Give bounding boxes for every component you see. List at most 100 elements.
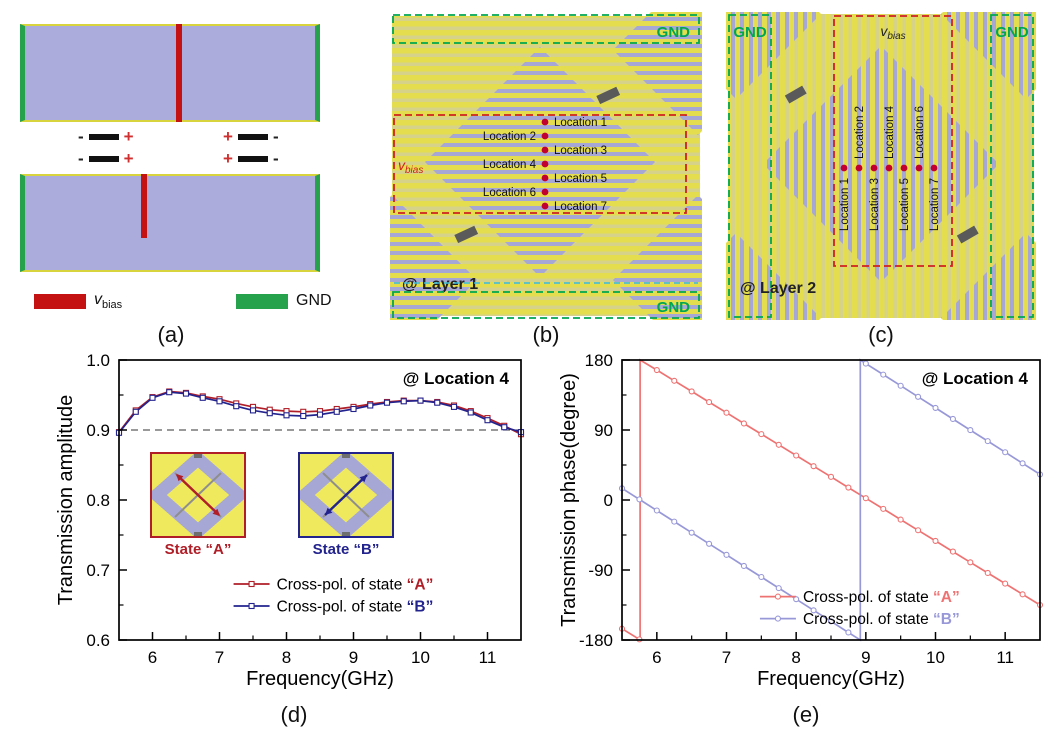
diamond-patches (726, 12, 1036, 320)
diode-icon (784, 85, 807, 104)
svg-text:90: 90 (594, 421, 613, 440)
svg-text:0: 0 (604, 491, 613, 510)
panel-e-caption: (e) (792, 702, 820, 727)
svg-text:-90: -90 (588, 561, 613, 580)
panel-d-caption: (d) (280, 702, 308, 727)
legend-entry: Cross-pol. of state “A” (803, 589, 960, 606)
location-label: Location 7 (929, 178, 941, 231)
substrate-slab-top (20, 24, 320, 122)
vbias-v: v (880, 23, 888, 39)
location-labels: Location 2 Location 4 Location 6 Locatio… (839, 105, 941, 231)
location-label: Location 2 (483, 131, 536, 143)
location-label: Location 1 (554, 117, 607, 129)
vbias-label: vbias (880, 23, 905, 42)
gnd-box-top (392, 14, 700, 44)
electrode-cluster: - + (78, 150, 134, 168)
vbias-swatch (34, 293, 86, 309)
location-label: Location 6 (914, 106, 926, 159)
annotation: @ Location 4 (922, 369, 1029, 388)
minus-sign: - (78, 127, 84, 146)
gnd-box-left (728, 14, 772, 318)
minus-sign: - (272, 149, 279, 168)
svg-text:6: 6 (148, 648, 157, 667)
gnd-label-right: GND (995, 24, 1029, 41)
state-b-label: State “B” (312, 541, 380, 558)
legend: Cross-pol. of state “A” Cross-pol. of sta… (233, 577, 434, 616)
diode-icon (194, 453, 202, 458)
location-label: Location 3 (869, 178, 881, 231)
gnd-label-left: GND (733, 24, 767, 41)
bias-via-line-bottom (141, 174, 147, 238)
svg-text:0.9: 0.9 (86, 421, 110, 440)
electrode-bar (88, 156, 119, 162)
minus-sign: - (78, 149, 84, 168)
location-label: Location 4 (483, 159, 537, 171)
svg-text:8: 8 (282, 648, 291, 667)
phase-chart: 6 7 8 9 10 11 180 90 0 -90 -180 Frequency(GHz) Trans… (558, 351, 1044, 690)
location-dots (840, 164, 938, 172)
vbias-legend-item: vbias (34, 291, 122, 311)
diode-icon (596, 86, 621, 105)
panel-c-caption: (c) (868, 322, 894, 347)
state-a-unitcell (150, 452, 246, 538)
gnd-label-bottom: GND (657, 299, 691, 316)
vbias-sub: bias (405, 165, 423, 176)
x-axis-title: Frequency(GHz) (246, 668, 394, 690)
gnd-swatch (236, 293, 288, 309)
state-b-inset: State “B” (298, 452, 394, 558)
bias-via-line-top (175, 24, 182, 122)
legend-entry: Cross-pol. of state “A” (277, 577, 434, 594)
plus-sign: + (123, 149, 134, 168)
electrode-cluster: + - (223, 150, 279, 168)
location-label: Location 4 (884, 105, 896, 159)
vbias-label: vbias (94, 291, 122, 311)
location-label: Location 5 (899, 178, 911, 231)
series-1 (115, 389, 525, 436)
x-axis-title: Frequency(GHz) (757, 668, 905, 690)
arrowhead (359, 475, 367, 483)
diode-icon (342, 532, 350, 537)
panel-b-layer1: GND vbias Location 1 Location 2 Location… (390, 12, 702, 320)
panel-a-caption: (a) (157, 322, 185, 347)
panel-a-schematic: - + + - - + + - vbias GND (10, 16, 332, 318)
layer-label: @ Layer 1 (402, 276, 478, 293)
electrode-bar (88, 134, 119, 140)
svg-text:10: 10 (411, 648, 430, 667)
phase-chart-container: 6 7 8 9 10 11 180 90 0 -90 -180 Frequency(GHz) Trans… (558, 350, 1054, 698)
svg-text:9: 9 (349, 648, 358, 667)
minus-sign: - (272, 127, 279, 146)
location-label: Location 7 (554, 201, 607, 213)
svg-text:0.6: 0.6 (86, 631, 110, 650)
amplitude-chart-container: 6 7 8 9 10 11 0.6 0.7 0.8 0.9 1.0 Frequency(GHz) Tra… (55, 350, 533, 698)
diode-icon (956, 225, 979, 244)
location-label: Location 3 (554, 145, 607, 157)
legend: Cross-pol. of state “A” Cross-pol. of sta… (759, 589, 960, 628)
diamond-ring (150, 452, 246, 538)
vbias-box (833, 15, 953, 267)
vbias-v: v (94, 290, 102, 308)
electrode-bar (237, 156, 268, 162)
vbias-v: v (398, 157, 406, 173)
gnd-legend-item: GND (236, 292, 332, 310)
diode-icon (454, 225, 479, 244)
diode-icon (194, 532, 202, 537)
series-0 (618, 358, 1044, 643)
electrode-cluster: + - (223, 128, 279, 146)
vbias-box (393, 114, 687, 214)
annotation: @ Location 4 (403, 369, 510, 388)
state-a-label: State “A” (164, 541, 232, 558)
state-a-arrow (176, 474, 220, 516)
location-dots (541, 118, 549, 210)
arrowhead (212, 508, 220, 516)
plus-sign: + (223, 149, 233, 168)
legend-entry: Cross-pol. of state “B” (803, 611, 960, 628)
location-label: Location 2 (854, 106, 866, 159)
legend-entry: Cross-pol. of state “B” (277, 599, 434, 616)
location-label: Location 6 (483, 187, 536, 199)
diamond-ring (298, 452, 394, 538)
gnd-label: GND (296, 292, 332, 309)
svg-text:10: 10 (926, 648, 945, 667)
vbias-label: vbias (398, 157, 423, 176)
panel-b-caption: (b) (532, 322, 560, 347)
gnd-label-top: GND (657, 24, 691, 41)
